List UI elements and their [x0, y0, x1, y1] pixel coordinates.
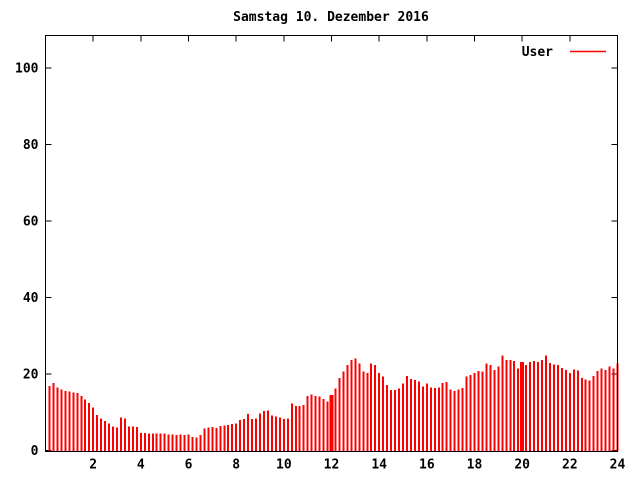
x-tick-label: 18	[467, 458, 483, 473]
x-tick-label: 8	[232, 458, 240, 473]
x-tick-label: 12	[324, 458, 340, 473]
plot-border	[45, 35, 618, 452]
legend: User	[522, 45, 606, 60]
legend-label: User	[522, 45, 553, 60]
x-tick-label: 2	[89, 458, 97, 473]
x-tick-label: 4	[137, 458, 145, 473]
x-tick-label: 10	[276, 458, 292, 473]
chart-title: Samstag 10. Dezember 2016	[233, 10, 429, 25]
y-tick-label: 100	[15, 62, 39, 77]
x-tick-label: 16	[419, 458, 435, 473]
y-tick-label: 40	[23, 291, 39, 306]
y-tick-label: 0	[31, 444, 39, 459]
x-tick-label: 24	[610, 458, 626, 473]
y-tick-label: 80	[23, 138, 39, 153]
y-tick-label: 60	[23, 215, 39, 230]
y-tick-label: 20	[23, 368, 39, 383]
x-tick-label: 22	[562, 458, 578, 473]
x-tick-label: 20	[514, 458, 530, 473]
x-tick-label: 14	[371, 458, 387, 473]
x-tick-label: 6	[185, 458, 193, 473]
